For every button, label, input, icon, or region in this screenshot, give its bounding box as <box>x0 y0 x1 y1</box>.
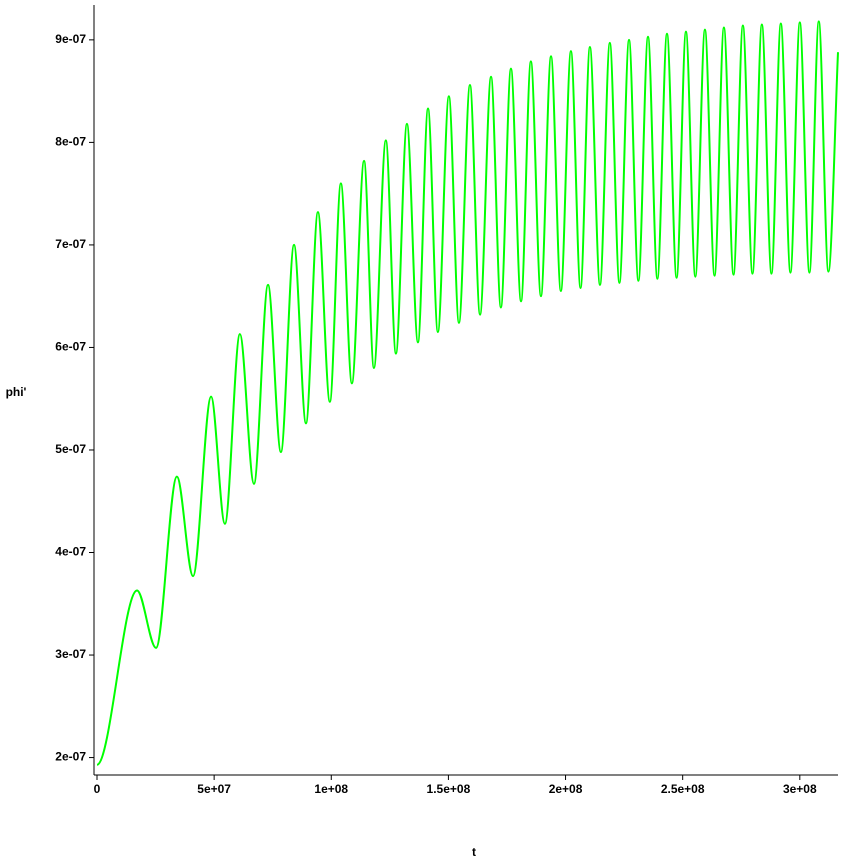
y-tick-label: 6e-07 <box>55 340 86 354</box>
x-tick-label: 5e+07 <box>197 782 231 796</box>
y-tick-label: 2e-07 <box>55 750 86 764</box>
data-line <box>96 20 839 766</box>
x-tick-label: 0 <box>94 782 101 796</box>
x-tick-label: 2.5e+08 <box>661 782 705 796</box>
x-tick-label: 2e+08 <box>549 782 583 796</box>
x-tick-label: 1.5e+08 <box>427 782 471 796</box>
y-axis-label: phi' <box>6 385 27 399</box>
x-axis-label: t <box>472 845 476 859</box>
y-tick-label: 5e-07 <box>55 442 86 456</box>
y-tick-label: 3e-07 <box>55 647 86 661</box>
x-tick-label: 1e+08 <box>314 782 348 796</box>
y-tick-label: 8e-07 <box>55 135 86 149</box>
x-tick-label: 3e+08 <box>783 782 817 796</box>
y-tick-label: 4e-07 <box>55 545 86 559</box>
y-tick-label: 9e-07 <box>55 32 86 46</box>
y-tick-label: 7e-07 <box>55 237 86 251</box>
